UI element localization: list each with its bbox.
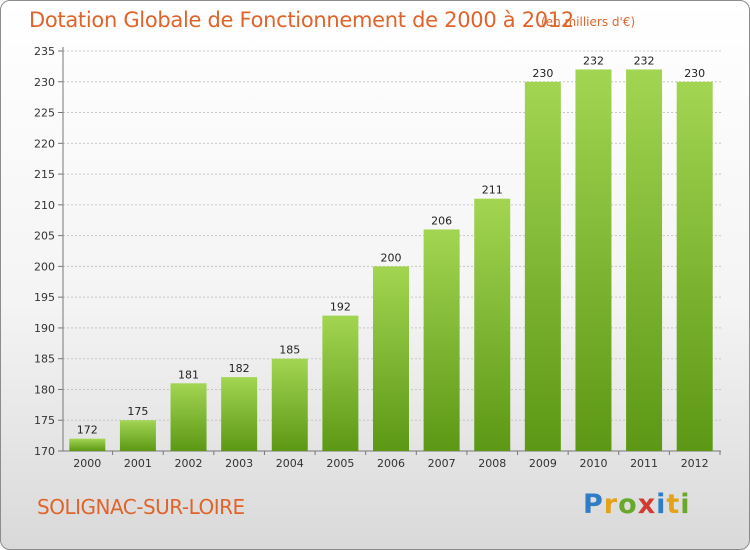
y-tick-label: 200 — [34, 260, 55, 273]
labels: 172 2000 175 2001 181 2002 182 2003 185 2004 192 20… — [73, 54, 708, 470]
x-tick-label: 2007 — [428, 457, 456, 470]
x-tick-label: 2009 — [529, 457, 557, 470]
y-tick-label: 205 — [34, 230, 55, 243]
bar-value-label: 172 — [77, 424, 98, 437]
y-tick-label: 190 — [34, 322, 55, 335]
x-tick-label: 2004 — [276, 457, 304, 470]
y-tick-label: 230 — [34, 76, 55, 89]
y-tick-label: 220 — [34, 137, 55, 150]
bar-value-label: 181 — [178, 368, 199, 381]
bars — [69, 69, 713, 452]
y-tick-label: 215 — [34, 168, 55, 181]
bar-2007 — [423, 229, 460, 451]
proxiti-logo: Proxiti — [583, 489, 691, 520]
bar-value-label: 232 — [583, 54, 604, 67]
y-tick-label: 170 — [34, 445, 55, 458]
y-tick-label: 235 — [34, 45, 55, 58]
bar-2003 — [221, 377, 258, 451]
bar-2000 — [69, 438, 106, 451]
y-tick-label: 210 — [34, 199, 55, 212]
bar-value-label: 230 — [684, 67, 705, 80]
bar-value-label: 182 — [229, 362, 250, 375]
bar-2002 — [170, 383, 207, 451]
bar-2011 — [626, 69, 663, 451]
bar-value-label: 230 — [532, 67, 553, 80]
y-tick-label: 195 — [34, 291, 55, 304]
bar-2012 — [676, 81, 713, 452]
y-tick-label: 225 — [34, 107, 55, 120]
bar-value-label: 200 — [381, 251, 402, 264]
y-tick-label: 185 — [34, 353, 55, 366]
y-tick-label: 175 — [34, 414, 55, 427]
bar-value-label: 185 — [279, 344, 300, 357]
x-tick-label: 2000 — [73, 457, 101, 470]
chart-unit: (en milliers d'€) — [541, 15, 636, 29]
bar-value-label: 206 — [431, 214, 452, 227]
bar-2009 — [524, 81, 561, 452]
bar-value-label: 211 — [482, 184, 503, 197]
bar-value-label: 232 — [634, 54, 655, 67]
x-tick-label: 2010 — [579, 457, 607, 470]
bar-2008 — [474, 198, 511, 451]
x-tick-label: 2005 — [326, 457, 354, 470]
bar-value-label: 175 — [127, 405, 148, 418]
bar-2006 — [373, 266, 409, 451]
bar-2010 — [575, 69, 612, 451]
x-tick-label: 2003 — [225, 457, 253, 470]
chart-title: Dotation Globale de Fonctionnement de 20… — [29, 8, 574, 32]
y-tick-label: 180 — [34, 383, 55, 396]
x-tick-label: 2006 — [377, 457, 405, 470]
x-tick-label: 2001 — [124, 457, 152, 470]
x-tick-label: 2008 — [478, 457, 506, 470]
x-tick-label: 2002 — [175, 457, 203, 470]
x-tick-label: 2011 — [630, 457, 658, 470]
commune-name: SOLIGNAC-SUR-LOIRE — [37, 495, 245, 519]
bar-2005 — [322, 315, 359, 451]
bar-value-label: 192 — [330, 301, 351, 314]
x-tick-label: 2012 — [681, 457, 709, 470]
bar-2004 — [271, 358, 308, 451]
bar-2001 — [119, 420, 156, 451]
